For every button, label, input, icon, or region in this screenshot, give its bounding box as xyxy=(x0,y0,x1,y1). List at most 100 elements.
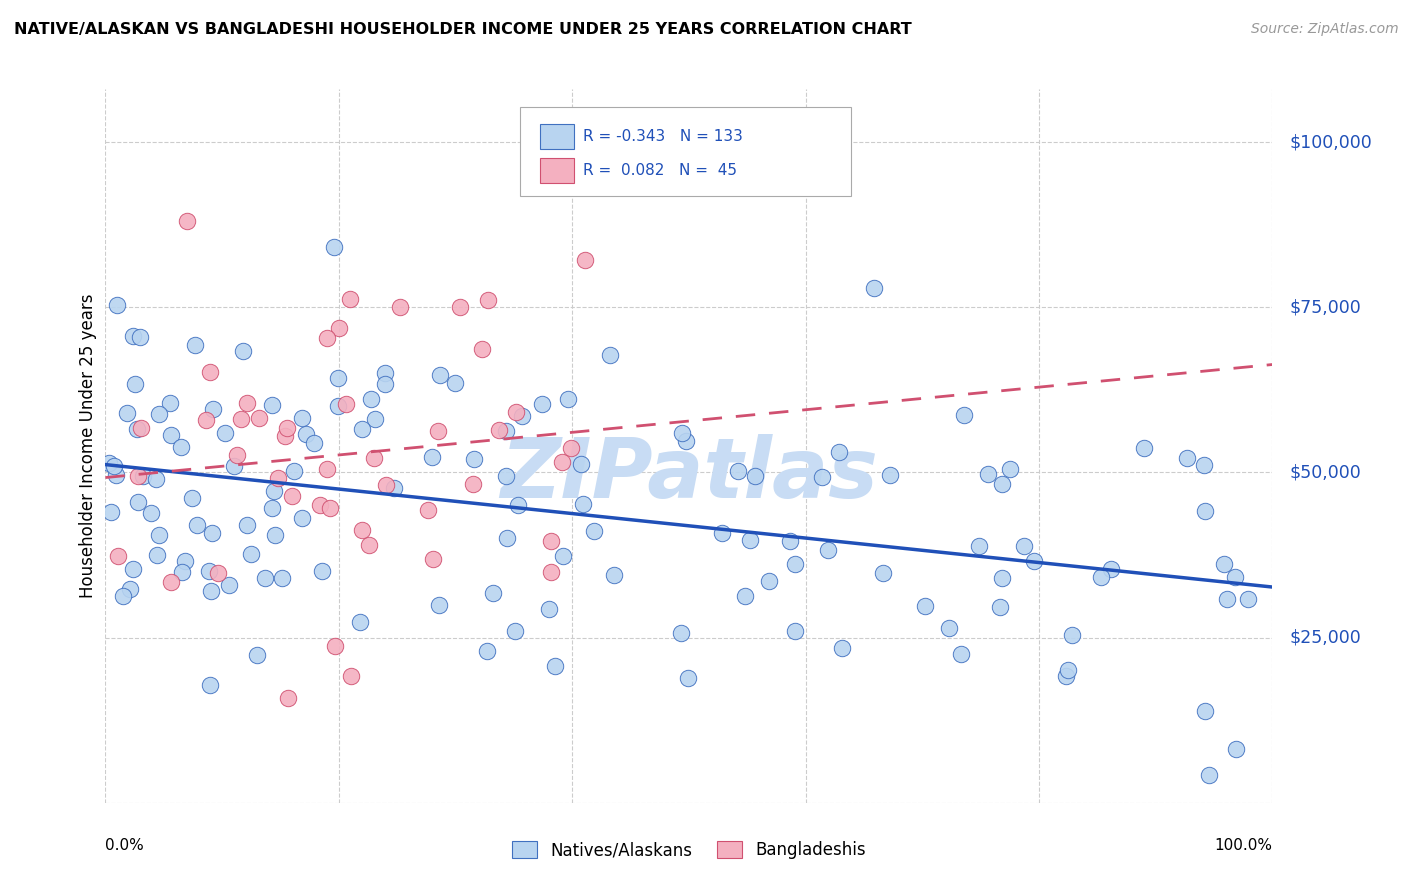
Point xyxy=(785,557,807,571)
Point xyxy=(159,396,181,410)
Point xyxy=(1198,767,1220,781)
Point xyxy=(160,428,183,442)
Point xyxy=(477,293,499,307)
Point xyxy=(124,377,146,392)
Text: $25,000: $25,000 xyxy=(1289,629,1361,647)
Point xyxy=(129,330,152,344)
Point xyxy=(420,450,443,465)
Point xyxy=(201,401,224,416)
Point xyxy=(174,554,197,568)
Point xyxy=(274,429,297,443)
Point xyxy=(127,468,149,483)
Point xyxy=(277,690,299,705)
Point xyxy=(572,497,595,511)
Text: NATIVE/ALASKAN VS BANGLADESHI HOUSEHOLDER INCOME UNDER 25 YEARS CORRELATION CHAR: NATIVE/ALASKAN VS BANGLADESHI HOUSEHOLDE… xyxy=(14,22,912,37)
Point xyxy=(222,458,245,473)
Point xyxy=(557,392,579,406)
Point xyxy=(388,300,411,314)
Point xyxy=(991,477,1014,491)
Point xyxy=(599,348,621,362)
Point xyxy=(291,511,314,525)
Point xyxy=(229,412,252,426)
Point xyxy=(226,448,249,462)
Point xyxy=(364,412,387,426)
Point xyxy=(263,483,285,498)
Point xyxy=(281,489,304,503)
Point xyxy=(105,297,128,311)
Point xyxy=(127,422,149,436)
Point xyxy=(194,413,217,427)
Point xyxy=(264,527,287,541)
Point xyxy=(145,548,167,562)
Point xyxy=(540,533,562,548)
Text: $75,000: $75,000 xyxy=(1289,298,1361,317)
Point xyxy=(538,601,561,615)
Point xyxy=(352,422,374,436)
Point xyxy=(953,408,976,422)
Point xyxy=(360,392,382,406)
Point xyxy=(422,552,444,566)
Point xyxy=(260,500,283,515)
Point xyxy=(872,566,894,580)
Point xyxy=(172,565,194,579)
Point xyxy=(1175,450,1198,465)
Point xyxy=(311,565,333,579)
Point xyxy=(103,458,125,473)
Text: R =  0.082   N =  45: R = 0.082 N = 45 xyxy=(583,163,738,178)
Point xyxy=(323,240,346,254)
Point xyxy=(374,377,396,392)
Point xyxy=(232,343,254,358)
Point xyxy=(710,526,733,541)
Point xyxy=(283,464,305,478)
Point xyxy=(159,575,181,590)
Point xyxy=(200,678,222,692)
Point xyxy=(1192,458,1215,472)
Point xyxy=(349,615,371,629)
Point xyxy=(350,523,373,537)
Point xyxy=(1225,742,1247,756)
Point xyxy=(107,549,129,563)
Point xyxy=(543,659,565,673)
Point xyxy=(184,337,207,351)
Point xyxy=(218,578,240,592)
Point xyxy=(998,462,1021,476)
Point xyxy=(471,343,494,357)
Point xyxy=(1090,570,1112,584)
Point xyxy=(949,647,972,661)
Point xyxy=(675,434,697,449)
Point xyxy=(779,533,801,548)
Point xyxy=(827,445,849,459)
Point xyxy=(1236,592,1258,607)
Point xyxy=(104,468,127,483)
Point xyxy=(427,424,450,438)
Point xyxy=(375,477,398,491)
Point xyxy=(991,571,1014,585)
Point xyxy=(1212,557,1234,571)
Point xyxy=(817,543,839,558)
Point xyxy=(475,644,498,658)
Point xyxy=(198,565,221,579)
Point xyxy=(560,442,582,456)
Point xyxy=(200,583,222,598)
Point xyxy=(359,538,381,552)
Text: ZIPatlas: ZIPatlas xyxy=(501,434,877,515)
Point xyxy=(553,549,575,564)
Point xyxy=(429,368,451,383)
Point xyxy=(744,468,766,483)
Point xyxy=(727,464,749,478)
Point xyxy=(328,320,350,334)
Point xyxy=(328,399,350,413)
Point xyxy=(495,468,517,483)
Point xyxy=(976,467,998,482)
Point xyxy=(1133,441,1156,455)
Text: $100,000: $100,000 xyxy=(1289,133,1372,151)
Point xyxy=(363,450,385,465)
Point xyxy=(127,494,149,508)
Point xyxy=(495,531,517,545)
Point xyxy=(671,425,693,440)
Point xyxy=(530,397,553,411)
Legend: Natives/Alaskans, Bangladeshis: Natives/Alaskans, Bangladeshis xyxy=(505,834,873,866)
Point xyxy=(811,469,834,483)
Point xyxy=(201,526,224,541)
Point xyxy=(271,571,294,585)
